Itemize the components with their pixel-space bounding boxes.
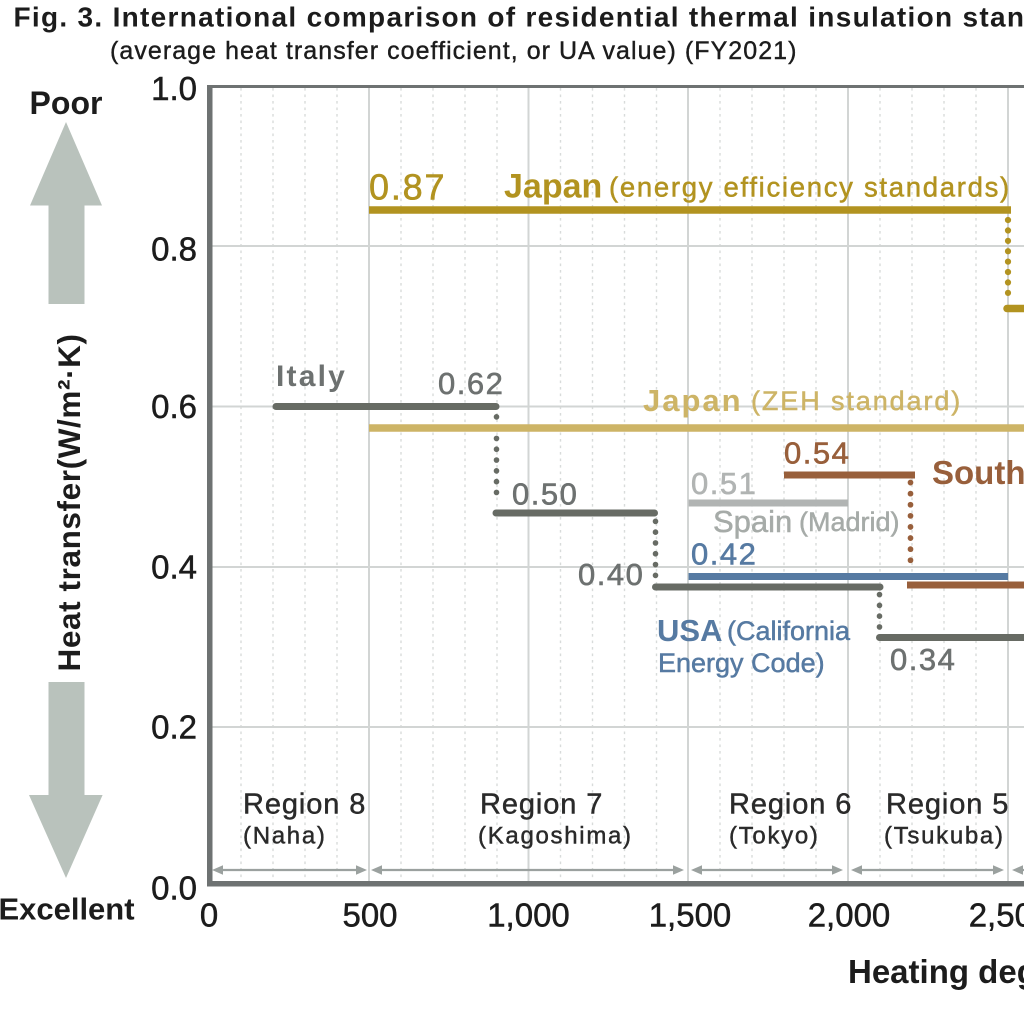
svg-text:(California: (California xyxy=(727,616,851,646)
svg-text:Region 7: Region 7 xyxy=(480,789,603,821)
svg-text:0.51: 0.51 xyxy=(691,466,757,501)
svg-text:0.87: 0.87 xyxy=(369,167,446,208)
svg-text:(Naha): (Naha) xyxy=(243,823,327,850)
svg-text:Region 5: Region 5 xyxy=(886,789,1009,821)
svg-text:0.54: 0.54 xyxy=(784,436,850,471)
svg-text:Spain: Spain xyxy=(713,504,792,539)
svg-text:0.0: 0.0 xyxy=(151,870,197,907)
svg-text:Italy: Italy xyxy=(276,360,347,393)
svg-text:(ZEH standard): (ZEH standard) xyxy=(751,386,962,416)
svg-text:0.6: 0.6 xyxy=(151,388,197,425)
svg-text:0.8: 0.8 xyxy=(151,231,197,268)
svg-text:Region 8: Region 8 xyxy=(243,789,366,821)
svg-text:USA: USA xyxy=(657,613,722,648)
svg-text:Poor: Poor xyxy=(30,85,103,121)
svg-text:(Kagoshima): (Kagoshima) xyxy=(478,823,633,850)
svg-text:Heat transfer(W/m²·K): Heat transfer(W/m²·K) xyxy=(51,333,87,671)
svg-text:0.2: 0.2 xyxy=(151,709,197,746)
svg-text:(Tokyo): (Tokyo) xyxy=(729,823,820,850)
svg-text:0.34: 0.34 xyxy=(890,642,956,677)
svg-text:(Madrid): (Madrid) xyxy=(799,507,900,537)
svg-text:500: 500 xyxy=(342,897,397,934)
svg-text:(Tsukuba): (Tsukuba) xyxy=(884,823,1005,850)
svg-text:0.42: 0.42 xyxy=(691,537,757,572)
svg-text:0.50: 0.50 xyxy=(512,477,578,512)
svg-text:0.62: 0.62 xyxy=(438,366,504,401)
svg-text:1.0: 1.0 xyxy=(151,70,197,107)
svg-text:2,000: 2,000 xyxy=(808,897,891,934)
svg-text:1,500: 1,500 xyxy=(649,897,732,934)
svg-text:Japan: Japan xyxy=(643,383,743,418)
svg-text:2,500: 2,500 xyxy=(969,897,1024,934)
svg-text:South Korea (Seoul): South Korea (Seoul) xyxy=(932,454,1024,491)
svg-text:Region 6: Region 6 xyxy=(729,789,852,821)
svg-text:Energy Code): Energy Code) xyxy=(658,648,825,678)
svg-text:Heating degree days: Heating degree days xyxy=(848,953,1024,990)
svg-text:1,000: 1,000 xyxy=(487,897,570,934)
svg-text:Japan: Japan xyxy=(504,168,602,206)
svg-text:Excellent: Excellent xyxy=(0,892,135,927)
svg-text:Fig. 3. International comparis: Fig. 3. International comparison of resi… xyxy=(14,2,1024,33)
svg-text:(average heat transfer coeffic: (average heat transfer coefficient, or U… xyxy=(110,37,798,65)
svg-text:(energy efficiency standards): (energy efficiency standards) xyxy=(609,172,1011,203)
svg-text:0.4: 0.4 xyxy=(151,549,197,586)
svg-text:0: 0 xyxy=(200,897,218,934)
svg-text:0.40: 0.40 xyxy=(578,557,644,592)
